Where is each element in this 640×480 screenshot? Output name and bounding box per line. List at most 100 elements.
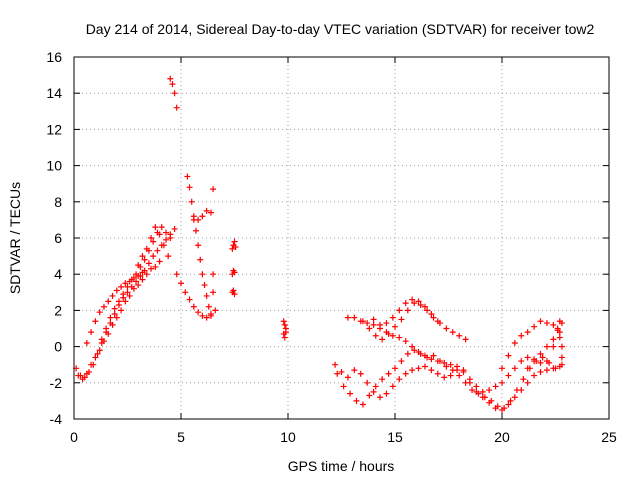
data-point — [366, 392, 373, 399]
data-point — [415, 298, 422, 305]
data-point — [473, 383, 480, 390]
data-point — [100, 303, 107, 310]
data-point — [486, 387, 493, 394]
data-point — [430, 314, 437, 321]
data-point — [150, 253, 157, 260]
data-point — [148, 265, 155, 272]
data-point — [212, 307, 219, 314]
data-point — [417, 301, 424, 308]
data-point — [186, 296, 193, 303]
chart-title: Day 214 of 2014, Sidereal Day-to-day VTE… — [86, 21, 595, 37]
data-point — [428, 311, 435, 318]
data-point — [230, 287, 237, 294]
data-point — [392, 365, 398, 372]
y-tick-label: 6 — [54, 230, 62, 246]
data-point — [370, 316, 377, 323]
data-point — [558, 320, 565, 327]
data-point — [178, 280, 184, 287]
data-point — [421, 352, 428, 359]
series-sat-g — [184, 173, 214, 318]
data-point — [372, 332, 379, 339]
x-tick-label: 5 — [177, 429, 185, 445]
data-point — [415, 365, 422, 372]
data-point — [383, 320, 390, 327]
grid — [74, 57, 609, 419]
data-point — [434, 358, 441, 365]
y-tick-label: 4 — [54, 266, 62, 282]
x-tick-label: 25 — [601, 429, 617, 445]
data-point — [199, 271, 206, 278]
data-point — [109, 321, 116, 328]
data-point — [462, 336, 469, 343]
data-point — [205, 303, 212, 310]
y-tick-label: 16 — [46, 49, 62, 65]
data-point — [88, 329, 95, 336]
data-point — [364, 379, 371, 386]
data-point — [83, 339, 90, 346]
data-point — [96, 347, 103, 354]
data-point — [409, 296, 416, 303]
data-point — [430, 352, 437, 359]
data-point — [398, 358, 405, 365]
data-point — [556, 334, 563, 341]
data-point — [364, 320, 371, 327]
data-point — [550, 321, 557, 328]
data-point — [404, 350, 411, 357]
data-point — [543, 358, 550, 365]
data-point — [126, 292, 133, 299]
data-point — [454, 363, 461, 370]
data-point — [143, 245, 150, 252]
data-point — [133, 271, 140, 278]
data-point — [141, 256, 148, 263]
data-point — [229, 245, 236, 252]
data-point — [379, 376, 386, 383]
data-point — [210, 289, 217, 296]
data-point — [280, 318, 287, 325]
data-point — [421, 303, 428, 310]
data-point — [195, 216, 202, 223]
data-point — [120, 291, 127, 298]
data-point — [340, 383, 347, 390]
data-point — [511, 365, 518, 372]
data-point — [128, 276, 135, 283]
data-point — [152, 224, 159, 231]
x-tick-label: 15 — [387, 429, 403, 445]
data-point — [96, 309, 103, 316]
data-point — [160, 242, 167, 249]
data-point — [122, 280, 129, 287]
series-sat-m — [334, 347, 565, 412]
data-point — [98, 336, 105, 343]
x-tick-label: 0 — [70, 429, 78, 445]
data-point — [524, 365, 531, 372]
data-point — [192, 227, 199, 234]
data-point — [92, 318, 99, 325]
series-sat-p — [370, 296, 441, 328]
y-tick-label: 2 — [54, 302, 62, 318]
data-point — [421, 363, 428, 370]
data-point — [543, 367, 550, 374]
x-tick-label: 10 — [280, 429, 296, 445]
data-point — [398, 316, 405, 323]
data-point — [167, 75, 174, 82]
data-point — [182, 289, 189, 296]
series-sat-e — [135, 224, 172, 269]
data-point — [163, 229, 170, 236]
data-point — [456, 332, 463, 339]
data-point — [75, 372, 82, 379]
data-point — [334, 370, 341, 377]
data-point — [466, 376, 473, 383]
data-point — [139, 253, 146, 260]
data-point — [396, 376, 403, 383]
data-point — [531, 323, 538, 330]
data-point — [109, 292, 116, 299]
data-point — [165, 253, 172, 260]
data-point — [156, 231, 163, 238]
data-point — [195, 309, 202, 316]
data-point — [115, 298, 122, 305]
data-point — [428, 356, 435, 363]
data-point — [130, 285, 137, 292]
data-point — [404, 307, 411, 314]
data-point — [520, 376, 527, 383]
y-tick-label: 10 — [46, 158, 62, 174]
data-point — [402, 370, 409, 377]
